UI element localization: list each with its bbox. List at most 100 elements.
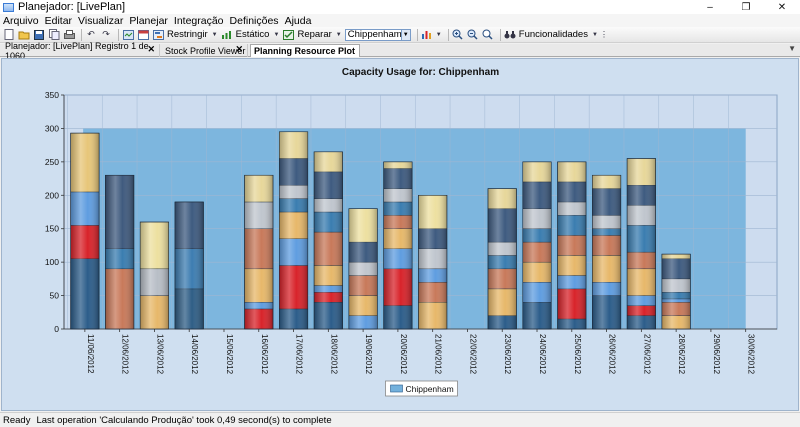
chart-panel: Capacity Usage for: Chippenham 0 50 100 150 2… bbox=[1, 58, 799, 411]
x-tick-label: 17/06/2012 bbox=[295, 334, 304, 375]
menu-ajuda[interactable]: Ajuda bbox=[284, 14, 312, 27]
tab-planning-resource-plot[interactable]: Planning Resource Plot bbox=[250, 44, 360, 57]
zoom-out-icon[interactable] bbox=[467, 29, 479, 41]
dropdown-arrow-icon[interactable]: ▼ bbox=[335, 31, 342, 38]
bar-highlight bbox=[348, 208, 378, 330]
x-tick-label: 28/06/2012 bbox=[677, 334, 686, 375]
gantt-icon[interactable] bbox=[152, 29, 164, 41]
x-tick-label: 15/06/2012 bbox=[225, 334, 234, 375]
x-tick-label: 16/06/2012 bbox=[260, 334, 269, 375]
x-tick-label: 11/06/2012 bbox=[86, 334, 95, 374]
legend-box bbox=[385, 380, 458, 397]
legend-entry: Chippenham bbox=[406, 384, 454, 394]
close-icon[interactable]: ✕ bbox=[147, 44, 155, 54]
menu-visualizar[interactable]: Visualizar bbox=[78, 14, 124, 27]
bar-highlight bbox=[487, 188, 517, 330]
app-window-icon bbox=[3, 2, 14, 12]
y-tick-label: 200 bbox=[45, 190, 59, 200]
restrict-button[interactable]: Restringir bbox=[167, 29, 208, 40]
repair-icon[interactable] bbox=[282, 29, 294, 41]
toolbar: ↶ ↷ Restringir ▼ Estático ▼ Reparar ▼ Ch… bbox=[0, 27, 800, 43]
bar-highlight bbox=[626, 158, 656, 330]
tab-stock-profile-viewer[interactable]: Stock Profile Viewer ✕ bbox=[162, 44, 248, 57]
bar-highlight bbox=[383, 161, 413, 330]
title-bar: Planejador: [LivePlan] – ❐ ✕ bbox=[0, 0, 800, 14]
close-icon[interactable]: ✕ bbox=[235, 44, 243, 54]
features-button[interactable]: Funcionalidades bbox=[518, 29, 588, 40]
maximize-button[interactable]: ❐ bbox=[741, 1, 751, 13]
y-tick-label: 50 bbox=[50, 291, 60, 301]
location-select-value: Chippenham bbox=[347, 29, 402, 40]
window-controls: – ❐ ✕ bbox=[692, 0, 800, 14]
location-select[interactable]: Chippenham ▼ bbox=[344, 28, 411, 41]
window-title: Planejador: [LivePlan] bbox=[18, 1, 126, 13]
bar-highlight bbox=[522, 161, 552, 330]
toolbar-separator bbox=[118, 28, 119, 41]
static-button[interactable]: Estático bbox=[235, 29, 270, 40]
toolbar-grip-icon[interactable]: ⋮ bbox=[599, 30, 608, 39]
x-tick-label: 19/06/2012 bbox=[364, 334, 373, 375]
tab-planner-record[interactable]: Planejador: [LivePlan] Registro 1 de 106… bbox=[2, 41, 160, 61]
x-tick-label: 25/06/2012 bbox=[573, 334, 582, 375]
dropdown-arrow-icon[interactable]: ▼ bbox=[273, 31, 280, 38]
copy-icon[interactable] bbox=[48, 29, 60, 41]
x-tick-label: 24/06/2012 bbox=[538, 334, 547, 375]
toolbar-separator bbox=[499, 28, 501, 41]
document-tabs: Planejador: [LivePlan] Registro 1 de 106… bbox=[0, 41, 800, 61]
y-tick-label: 100 bbox=[45, 257, 59, 267]
menu-definicoes[interactable]: Definições bbox=[229, 14, 279, 27]
dropdown-arrow-icon[interactable]: ▼ bbox=[591, 31, 598, 38]
static-icon[interactable] bbox=[221, 29, 233, 41]
bar-highlight bbox=[313, 151, 343, 330]
repair-button[interactable]: Reparar bbox=[297, 29, 332, 40]
new-file-icon[interactable] bbox=[3, 29, 15, 41]
menu-editar[interactable]: Editar bbox=[44, 14, 73, 27]
zoom-fit-icon[interactable] bbox=[482, 29, 494, 41]
legend-swatch bbox=[390, 384, 403, 393]
dropdown-arrow-icon[interactable]: ▼ bbox=[211, 31, 218, 38]
print-icon[interactable] bbox=[63, 29, 75, 41]
chevron-down-icon[interactable]: ▼ bbox=[400, 29, 410, 40]
zoom-in-icon[interactable] bbox=[452, 29, 464, 41]
status-bar: Ready Last operation 'Calculando Produçã… bbox=[0, 412, 800, 427]
bar-highlight bbox=[661, 253, 691, 330]
bar-highlight bbox=[418, 194, 448, 330]
binoculars-icon[interactable] bbox=[504, 29, 516, 41]
undo-icon[interactable]: ↶ bbox=[87, 29, 95, 39]
menu-arquivo[interactable]: Arquivo bbox=[3, 14, 39, 27]
menu-planejar[interactable]: Planejar bbox=[129, 14, 168, 27]
redo-icon[interactable]: ↷ bbox=[102, 29, 110, 39]
close-window-button[interactable]: ✕ bbox=[777, 1, 787, 13]
x-tick-label: 18/06/2012 bbox=[329, 334, 338, 375]
save-icon[interactable] bbox=[33, 29, 45, 41]
x-tick-label: 30/06/2012 bbox=[747, 334, 756, 375]
menu-integracao[interactable]: Integração bbox=[173, 14, 224, 27]
open-folder-icon[interactable] bbox=[18, 29, 30, 41]
tab-list-dropdown-icon[interactable]: ▼ bbox=[788, 44, 796, 53]
x-tick-label: 23/06/2012 bbox=[503, 334, 512, 375]
toolbar-separator bbox=[447, 28, 449, 41]
y-tick-label: 0 bbox=[54, 324, 59, 334]
plan-icon[interactable] bbox=[122, 29, 134, 41]
status-state: Ready bbox=[3, 414, 31, 426]
bar-chart-icon[interactable] bbox=[421, 29, 433, 41]
bar-highlight bbox=[244, 174, 274, 330]
calendar-icon[interactable] bbox=[137, 29, 149, 41]
bar-highlight bbox=[105, 174, 135, 330]
y-tick-label: 250 bbox=[45, 157, 59, 167]
x-tick-label: 27/06/2012 bbox=[642, 334, 651, 375]
tab-label: Planning Resource Plot bbox=[254, 46, 356, 56]
bar-highlight bbox=[174, 201, 204, 330]
x-tick-label: 12/06/2012 bbox=[121, 334, 130, 375]
bar-highlight bbox=[592, 174, 622, 330]
tab-label: Stock Profile Viewer bbox=[165, 45, 246, 56]
x-tick-label: 29/06/2012 bbox=[712, 334, 721, 375]
dropdown-arrow-icon[interactable]: ▼ bbox=[435, 31, 442, 38]
y-tick-label: 150 bbox=[45, 224, 59, 234]
y-tick-label: 300 bbox=[45, 123, 59, 133]
bar-highlight bbox=[557, 161, 587, 330]
minimize-button[interactable]: – bbox=[707, 1, 713, 13]
x-tick-label: 20/06/2012 bbox=[399, 334, 408, 375]
toolbar-separator bbox=[81, 28, 82, 41]
bar-highlight bbox=[70, 132, 100, 330]
